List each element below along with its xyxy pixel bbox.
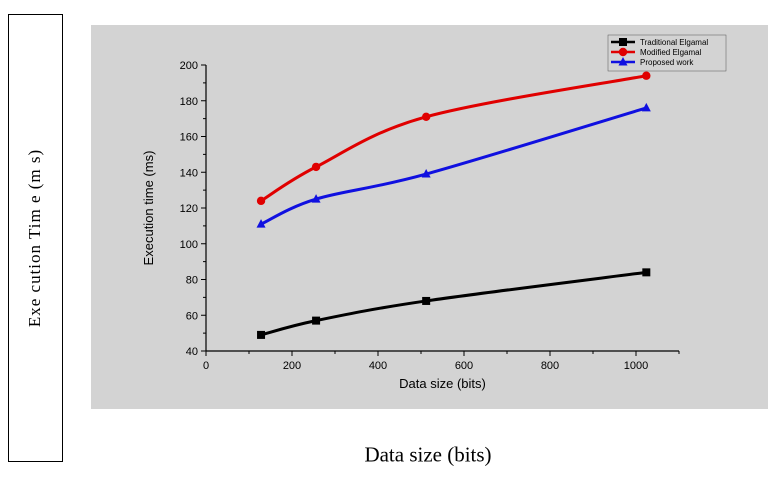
modified-data-point — [256, 196, 266, 206]
legend-marker — [618, 47, 628, 57]
x-tick-label: 0 — [203, 360, 209, 372]
traditional-data-point — [642, 268, 651, 277]
proposed-data-point — [256, 219, 266, 228]
modified-data-point — [642, 71, 651, 80]
modified-data-point — [311, 162, 321, 172]
proposed-data-point — [641, 102, 651, 112]
x-tick-label: 1000 — [624, 360, 648, 372]
outer-x-axis-label: Data size (bits) — [364, 442, 492, 467]
x-tick-label: 800 — [541, 360, 559, 372]
y-tick-label: 60 — [186, 310, 198, 322]
execution-time-chart: 40 60 80 100 120 140 160 180 200 0 200 400 600 800 100… — [141, 34, 727, 391]
legend-marker — [618, 57, 628, 66]
traditional-data-point — [257, 330, 266, 339]
x-tick-label: 400 — [369, 360, 387, 372]
y-tick-label: 180 — [180, 96, 198, 108]
y-axis-title: Execution time (ms) — [141, 151, 156, 266]
y-tick-label: 80 — [186, 275, 198, 287]
x-tick-label: 200 — [283, 360, 301, 372]
chart-panel: 40 60 80 100 120 140 160 180 200 0 200 400 600 800 100… — [91, 25, 768, 409]
legend-marker — [619, 38, 627, 46]
modified-series-line — [260, 74, 647, 203]
outer-ylabel-box — [8, 14, 63, 462]
modified-data-point — [421, 112, 431, 122]
y-tick-label: 40 — [186, 346, 198, 358]
legend-label: Traditional Elgamal — [640, 38, 708, 47]
legend-label: Modified Elgamal — [640, 48, 702, 57]
y-tick-label: 160 — [180, 132, 198, 144]
proposed-series-line — [260, 106, 647, 226]
traditional-series-line — [260, 270, 647, 337]
y-tick-label: 100 — [180, 239, 198, 251]
y-tick-label: 120 — [180, 203, 198, 215]
traditional-data-point — [422, 296, 431, 305]
x-axis-title: Data size (bits) — [399, 376, 486, 391]
traditional-data-point — [312, 316, 321, 325]
y-tick-label: 140 — [180, 167, 198, 179]
y-tick-label: 200 — [180, 60, 198, 72]
outer-y-axis-label: Exe cution Tim e (m s) — [25, 148, 44, 328]
x-tick-label: 600 — [455, 360, 473, 372]
proposed-data-point — [421, 169, 431, 178]
legend-label: Proposed work — [640, 58, 694, 67]
proposed-data-point — [311, 194, 321, 203]
